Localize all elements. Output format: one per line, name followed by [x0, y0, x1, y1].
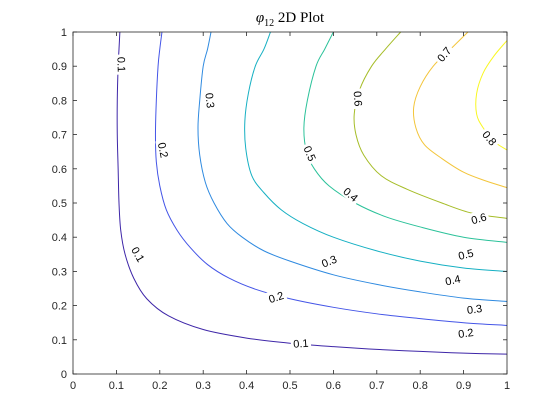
contour-label-gap	[127, 242, 150, 266]
axes: 0 0.1 0.2 0.3 0.4 0.5 0.6 0.7 0.8 0.9 1 0 0.1 0.2 0.3 0…	[52, 27, 510, 392]
contour-label-gap	[300, 141, 321, 165]
contour-line-0.4	[244, 31, 508, 272]
y-tick-label: 0.6	[52, 164, 67, 176]
contour-label-text: 0.2	[458, 327, 475, 341]
x-tick-label: 0.8	[413, 380, 428, 392]
contour-label-0.6: 0.6	[351, 88, 366, 110]
contour-label-0.5: 0.5	[300, 141, 321, 165]
contour-label-text: 0.3	[466, 303, 483, 317]
x-tick-label: 0.5	[282, 380, 297, 392]
contour-label-text: 0.5	[457, 248, 475, 263]
x-tick-label: 0.3	[196, 380, 211, 392]
contour-line-0.2	[154, 31, 508, 326]
contour-label-text: 0.2	[267, 290, 285, 306]
contour-label-gap	[203, 89, 219, 111]
contour-label-gap	[264, 287, 288, 306]
y-tick-label: 1	[61, 27, 67, 39]
contour-label-text: 0.3	[320, 254, 339, 271]
contour-label-0.2: 0.2	[454, 324, 477, 341]
x-tick-label: 0.2	[152, 380, 167, 392]
contour-label-text: 0.6	[470, 211, 488, 227]
x-tick-label: 0.4	[239, 380, 254, 392]
y-tick-label: 0.3	[52, 266, 67, 278]
contour-label-0.3: 0.3	[463, 300, 486, 317]
y-tick-label: 0	[61, 369, 67, 381]
contour-line-0.5	[303, 31, 508, 243]
contour-label-gap	[432, 42, 456, 66]
contour-label-text: 0.5	[300, 144, 317, 163]
title-symbol: φ	[256, 10, 264, 26]
contour-label-gap	[478, 125, 502, 150]
contour-label-gap	[155, 138, 173, 162]
x-tick-label: 0.1	[109, 380, 124, 392]
y-tick-label: 0.2	[52, 301, 67, 313]
x-tick-label: 1	[504, 380, 510, 392]
contour-label-0.1: 0.1	[114, 54, 129, 75]
contour-label-gap	[339, 182, 363, 206]
x-tick-label: 0.9	[456, 380, 471, 392]
title-subscript: 12	[264, 18, 274, 29]
contour-label-gap	[351, 88, 366, 110]
contour-label-0.6: 0.6	[467, 208, 491, 227]
y-tick-label: 0.4	[52, 232, 67, 244]
contour-line-0.6	[353, 31, 508, 219]
contour-label-gap	[115, 54, 129, 75]
x-tick-label: 0	[70, 380, 76, 392]
x-tick-label: 0.6	[326, 380, 341, 392]
contour-label-0.5: 0.5	[454, 245, 477, 263]
contour-label-text: 0.6	[351, 91, 364, 107]
contour-label-text: 0.1	[293, 338, 309, 351]
y-tick-label: 0.5	[52, 198, 67, 210]
contour-label-0.3: 0.3	[317, 250, 341, 271]
chart-title: φ12 2D Plot	[256, 10, 325, 29]
y-tick-label: 0.1	[52, 335, 67, 347]
contour-label-0.1: 0.1	[290, 335, 312, 351]
contour-label-text: 0.4	[444, 273, 461, 288]
contour-label-gap	[317, 250, 341, 271]
contour-label-0.2: 0.2	[264, 287, 288, 306]
contour-label-gap	[463, 300, 486, 317]
contour-label-0.4: 0.4	[441, 271, 464, 288]
contour-label-gap	[454, 245, 477, 263]
contour-label-text: 0.2	[155, 141, 170, 158]
y-tick-label: 0.7	[52, 130, 67, 142]
plot-area	[73, 32, 507, 374]
y-tick-label: 0.8	[52, 95, 67, 107]
contour-label-gap	[467, 208, 491, 227]
contour-label-text: 0.1	[114, 57, 127, 73]
contour-line-0.3	[197, 31, 508, 302]
contour-label-0.3: 0.3	[202, 89, 219, 111]
contour-label-gap	[441, 271, 464, 288]
x-tick-label: 0.7	[369, 380, 384, 392]
contour-line-0.1	[116, 31, 508, 355]
contour-label-0.2: 0.2	[155, 138, 173, 162]
y-tick-label: 0.9	[52, 61, 67, 73]
contour-label-gap	[454, 324, 477, 341]
contour-label-gap	[290, 335, 312, 350]
title-rest: 2D Plot	[274, 10, 325, 26]
contour-label-text: 0.3	[202, 92, 216, 108]
